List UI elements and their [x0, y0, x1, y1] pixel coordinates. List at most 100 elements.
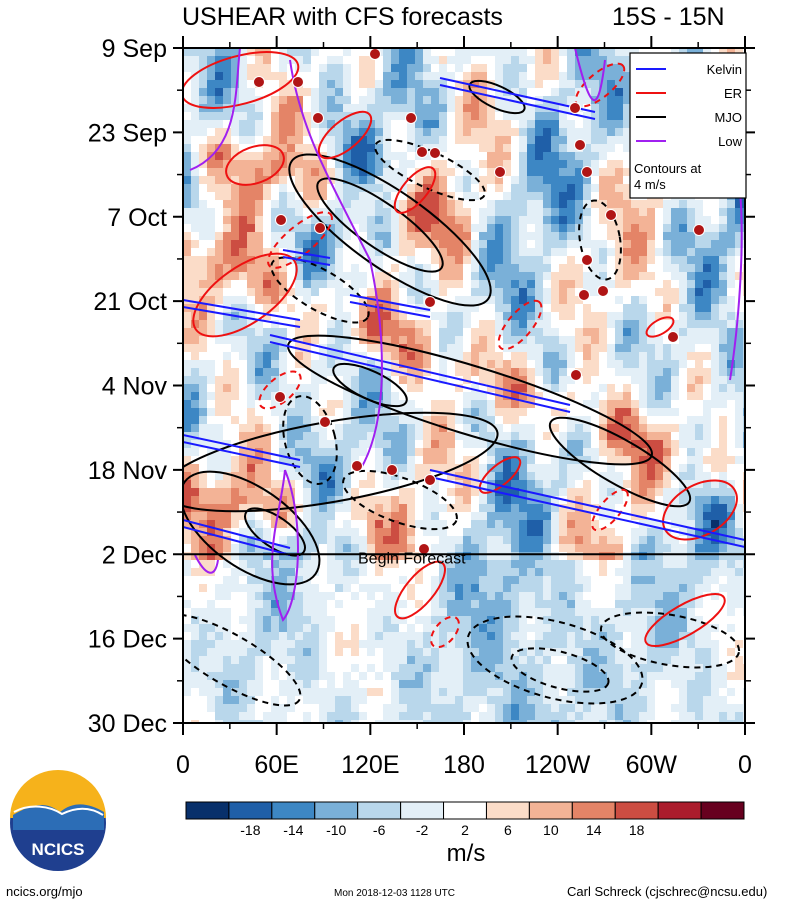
colorbar: -18 -14 -10 -6 -2 2 6 10 14 18 m/s [185, 801, 745, 867]
storm-symbol [569, 102, 581, 114]
kelvin-band [183, 441, 301, 468]
storm-symbol [581, 166, 593, 178]
low-contour [271, 469, 299, 622]
storm-symbol [416, 146, 428, 158]
storm-symbol [275, 214, 287, 226]
low-contour [194, 554, 219, 574]
colorbar-tick-label: 10 [543, 822, 559, 838]
mjo-contour [466, 615, 644, 705]
storm-symbol [581, 254, 593, 266]
legend-box [629, 52, 747, 199]
footer-timestamp: Mon 2018-12-03 1128 UTC [334, 888, 455, 899]
y-tick-label: 7 Oct [107, 204, 167, 232]
legend-label: ER [724, 86, 742, 101]
x-axis: 0 60E 120E 180 120W 60W 0 [176, 36, 752, 779]
legend-label: Kelvin [707, 62, 742, 77]
kelvin-band [282, 256, 331, 266]
er-contour [225, 144, 285, 186]
storm-symbol [386, 464, 398, 476]
storm-symbol [274, 391, 286, 403]
colorbar-tick-label: 14 [586, 822, 602, 838]
legend-note: 4 m/s [634, 177, 666, 192]
colorbar-tick-label: -18 [240, 822, 260, 838]
chart-subtitle: 15S - 15N [612, 3, 725, 31]
kelvin-band [349, 301, 431, 318]
y-tick-label: 16 Dec [88, 626, 167, 654]
kelvin-band [282, 249, 331, 259]
er-contour [393, 166, 437, 214]
chart-title: USHEAR with CFS forecasts [182, 3, 503, 31]
storm-symbol [312, 112, 324, 124]
mjo-contour [183, 470, 321, 586]
storm-symbol [405, 112, 417, 124]
y-tick-label: 9 Sep [102, 35, 167, 63]
legend-label: Low [718, 134, 742, 149]
x-tick-label: 60E [254, 751, 298, 779]
mjo-contour [332, 362, 408, 408]
storm-symbol [292, 76, 304, 88]
colorbar-tick-label: -2 [416, 822, 429, 838]
colorbar-swatch [528, 801, 573, 820]
mjo-contour [316, 177, 444, 273]
er-contour [497, 299, 543, 351]
ncics-logo: NCICS [10, 770, 106, 871]
mjo-contour [548, 416, 692, 508]
colorbar-swatch [357, 801, 402, 820]
logo-wave [13, 805, 104, 816]
colorbar-swatch [228, 801, 273, 820]
er-contour [258, 370, 302, 410]
er-contour [478, 456, 522, 494]
colorbar-swatch [700, 801, 745, 820]
mjo-contour [578, 199, 622, 281]
mjo-contour [510, 647, 610, 693]
forecast-marker: Begin Forecast [183, 550, 745, 567]
mjo-contour [270, 256, 370, 324]
colorbar-swatch [443, 801, 487, 820]
colorbar-swatch [400, 801, 445, 820]
y-axis: 9 Sep 23 Sep 7 Oct 21 Oct 4 Nov 18 Nov 2 Dec 16… [88, 35, 755, 738]
storm-symbol [429, 147, 441, 159]
colorbar-swatch [314, 801, 359, 820]
colorbar-unit: m/s [447, 840, 486, 867]
colorbar-swatch [271, 801, 316, 820]
colorbar-tick-label: -14 [283, 822, 303, 838]
y-tick-label: 23 Sep [88, 119, 167, 147]
colorbar-tick-label: -10 [326, 822, 346, 838]
x-tick-label: 60W [626, 751, 678, 779]
er-contour [267, 211, 333, 269]
kelvin-band [183, 519, 291, 549]
storm-symbol [424, 296, 436, 308]
x-tick-label: 120W [525, 751, 591, 779]
x-tick-label: 0 [738, 751, 752, 779]
footer-url: ncics.org/mjo [6, 884, 83, 899]
storm-symbol [597, 285, 609, 297]
colorbar-tick-label: 2 [461, 822, 469, 838]
low-contour [289, 59, 383, 471]
legend-label: MJO [715, 110, 742, 125]
storm-symbol [424, 474, 436, 486]
forecast-label: Begin Forecast [358, 550, 466, 567]
storm-symbol [314, 222, 326, 234]
mjo-contour [288, 153, 492, 307]
low-contour [574, 48, 606, 101]
kelvin-band [429, 476, 745, 548]
colorbar-tick-label: 18 [629, 822, 645, 838]
kelvin-band [183, 434, 301, 461]
colorbar-tick-label: -6 [373, 822, 386, 838]
storm-symbol [570, 369, 582, 381]
er-contour [183, 51, 300, 109]
storm-symbol [351, 460, 363, 472]
x-tick-label: 180 [443, 751, 485, 779]
kelvin-band [439, 84, 596, 120]
storm-symbol [605, 209, 617, 221]
colorbar-swatch [485, 801, 530, 820]
storm-symbol [494, 166, 506, 178]
er-contour [644, 593, 726, 647]
footer-author: Carl Schreck (cjschrec@ncsu.edu) [567, 884, 768, 899]
mjo-contour [282, 395, 338, 485]
mjo-contour [599, 611, 741, 669]
er-contour [645, 316, 675, 338]
low-contour [729, 189, 743, 381]
storm-symbol [693, 224, 705, 236]
